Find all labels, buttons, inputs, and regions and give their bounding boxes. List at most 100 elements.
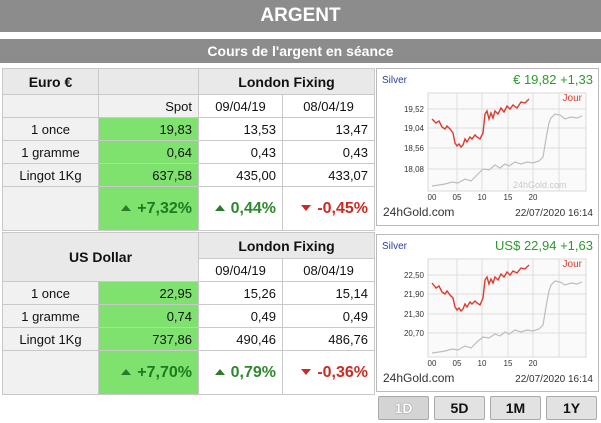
y-tick-label: 22,50 bbox=[404, 271, 425, 280]
arrow-up-icon bbox=[121, 205, 132, 212]
fixing-change: 0,44% bbox=[198, 186, 283, 231]
spot-value: 637,58 bbox=[98, 163, 199, 187]
section-subtitle: Cours de l'argent en séance bbox=[0, 39, 601, 63]
london-fixing-label: London Fixing bbox=[198, 232, 376, 259]
y-tick-label: 21,30 bbox=[404, 310, 425, 319]
x-tick-label: 20 bbox=[529, 193, 538, 202]
fixing-value: 15,26 bbox=[198, 281, 284, 305]
fixing-change: 0,79% bbox=[198, 350, 284, 395]
fixing-value: 0,43 bbox=[198, 140, 283, 164]
arrow-down-icon bbox=[301, 369, 312, 376]
spot-label: Spot bbox=[98, 94, 199, 118]
fixing-value: 0,43 bbox=[281, 140, 376, 164]
previous-day-line bbox=[431, 280, 583, 354]
fixing-value: 13,53 bbox=[198, 117, 283, 141]
spot-value: 737,86 bbox=[97, 327, 200, 351]
chart-canvas: Silver € 19,82 +1,33 19,52 19,04 18,56 1… bbox=[382, 72, 593, 219]
fixing-date: 08/04/19 bbox=[282, 258, 376, 282]
silver-chart-usd[interactable]: Silver US$ 22,94 +1,63 22,50 21,90 21,30… bbox=[376, 234, 599, 392]
grid-lines bbox=[428, 93, 586, 191]
spot-value: 19,83 bbox=[98, 117, 199, 141]
x-tick-label: 10 bbox=[478, 193, 487, 202]
spot-value: 0,74 bbox=[97, 304, 200, 328]
quote-label: € 19,82 +1,33 bbox=[513, 72, 593, 87]
y-tick-label: 19,04 bbox=[404, 124, 425, 133]
range-selector: 1D 5D 1M 1Y bbox=[376, 396, 599, 420]
fixing-value: 433,07 bbox=[281, 163, 376, 187]
x-tick-label: 00 bbox=[428, 359, 437, 368]
page-title: ARGENT bbox=[0, 0, 601, 32]
row-label: Lingot 1Kg bbox=[2, 327, 99, 351]
fixing-date: 09/04/19 bbox=[198, 258, 284, 282]
fixing-value: 13,47 bbox=[281, 117, 376, 141]
x-tick-label: 10 bbox=[478, 359, 487, 368]
table-row: Lingot 1Kg 637,58 435,00 433,07 bbox=[2, 163, 376, 187]
metal-label: Silver bbox=[382, 241, 408, 252]
spot-change: +7,32% bbox=[98, 186, 199, 231]
grid-lines bbox=[428, 259, 586, 357]
arrow-up-icon bbox=[214, 205, 225, 212]
y-tick-label: 19,52 bbox=[404, 105, 425, 114]
x-tick-label: 20 bbox=[529, 359, 538, 368]
quote-label: US$ 22,94 +1,63 bbox=[495, 238, 593, 253]
source-label: 24hGold.com bbox=[383, 205, 454, 219]
currency-label: US Dollar bbox=[1, 232, 200, 282]
currency-label: Euro € bbox=[2, 68, 99, 95]
fixing-value: 0,49 bbox=[198, 304, 284, 328]
today-label: Jour bbox=[563, 259, 583, 270]
watermark: 24hGold.com bbox=[513, 180, 567, 190]
row-label: 1 once bbox=[2, 281, 99, 305]
spot-value: 22,95 bbox=[97, 281, 200, 305]
london-fixing-label: London Fixing bbox=[197, 68, 376, 95]
y-tick-label: 21,90 bbox=[404, 290, 425, 299]
table-row: 1 gramme 0,64 0,43 0,43 bbox=[2, 140, 376, 164]
y-tick-label: 18,56 bbox=[404, 144, 425, 153]
table-row: 1 once 19,83 13,53 13,47 bbox=[2, 117, 376, 141]
table-row: 1 once 22,95 15,26 15,14 bbox=[2, 281, 376, 305]
plot-area bbox=[427, 258, 587, 358]
fixing-value: 490,46 bbox=[198, 327, 284, 351]
row-label: Lingot 1Kg bbox=[2, 163, 99, 187]
source-label: 24hGold.com bbox=[383, 371, 454, 385]
fixing-change: -0,36% bbox=[282, 350, 376, 395]
x-tick-label: 00 bbox=[428, 193, 437, 202]
fixing-value: 486,76 bbox=[282, 327, 376, 351]
range-button-1y[interactable]: 1Y bbox=[546, 396, 597, 420]
range-button-1m[interactable]: 1M bbox=[490, 396, 541, 420]
y-tick-label: 20,70 bbox=[404, 329, 425, 338]
timestamp: 22/07/2020 16:14 bbox=[515, 374, 593, 385]
table-row: Lingot 1Kg 737,86 490,46 486,76 bbox=[2, 327, 376, 351]
x-tick-label: 05 bbox=[453, 193, 462, 202]
today-line bbox=[431, 98, 530, 149]
x-tick-label: 15 bbox=[504, 193, 513, 202]
row-label: 1 gramme bbox=[2, 304, 99, 328]
arrow-up-icon bbox=[121, 369, 132, 376]
fixing-value: 15,14 bbox=[282, 281, 376, 305]
y-tick-label: 18,08 bbox=[404, 165, 425, 174]
timestamp: 22/07/2020 16:14 bbox=[515, 208, 593, 219]
metal-label: Silver bbox=[382, 75, 408, 86]
arrow-down-icon bbox=[301, 205, 312, 212]
fixing-date: 09/04/19 bbox=[198, 94, 283, 118]
chart-canvas: Silver US$ 22,94 +1,63 22,50 21,90 21,30… bbox=[382, 238, 593, 385]
row-label: 1 gramme bbox=[2, 140, 99, 164]
previous-day-line bbox=[431, 113, 583, 187]
fixing-value: 0,49 bbox=[282, 304, 376, 328]
range-button-5d[interactable]: 5D bbox=[434, 396, 485, 420]
arrow-up-icon bbox=[214, 369, 225, 376]
fixing-value: 435,00 bbox=[198, 163, 283, 187]
silver-chart-eur[interactable]: Silver € 19,82 +1,33 19,52 19,04 18,56 1… bbox=[376, 68, 599, 226]
plot-area bbox=[427, 92, 587, 192]
fixing-date: 08/04/19 bbox=[281, 94, 376, 118]
table-row: 1 gramme 0,74 0,49 0,49 bbox=[2, 304, 376, 328]
fixing-change: -0,45% bbox=[281, 186, 376, 231]
today-label: Jour bbox=[563, 93, 583, 104]
spot-change: +7,70% bbox=[97, 350, 200, 395]
x-tick-label: 15 bbox=[504, 359, 513, 368]
euro-quotes-table: Euro € London Fixing Spot 09/04/19 08/04… bbox=[2, 68, 376, 231]
usd-quotes-table: US Dollar London Fixing 09/04/19 08/04/1… bbox=[1, 232, 376, 395]
range-button-1d[interactable]: 1D bbox=[378, 396, 429, 420]
today-line bbox=[431, 264, 530, 313]
spot-value: 0,64 bbox=[98, 140, 199, 164]
x-tick-label: 05 bbox=[453, 359, 462, 368]
